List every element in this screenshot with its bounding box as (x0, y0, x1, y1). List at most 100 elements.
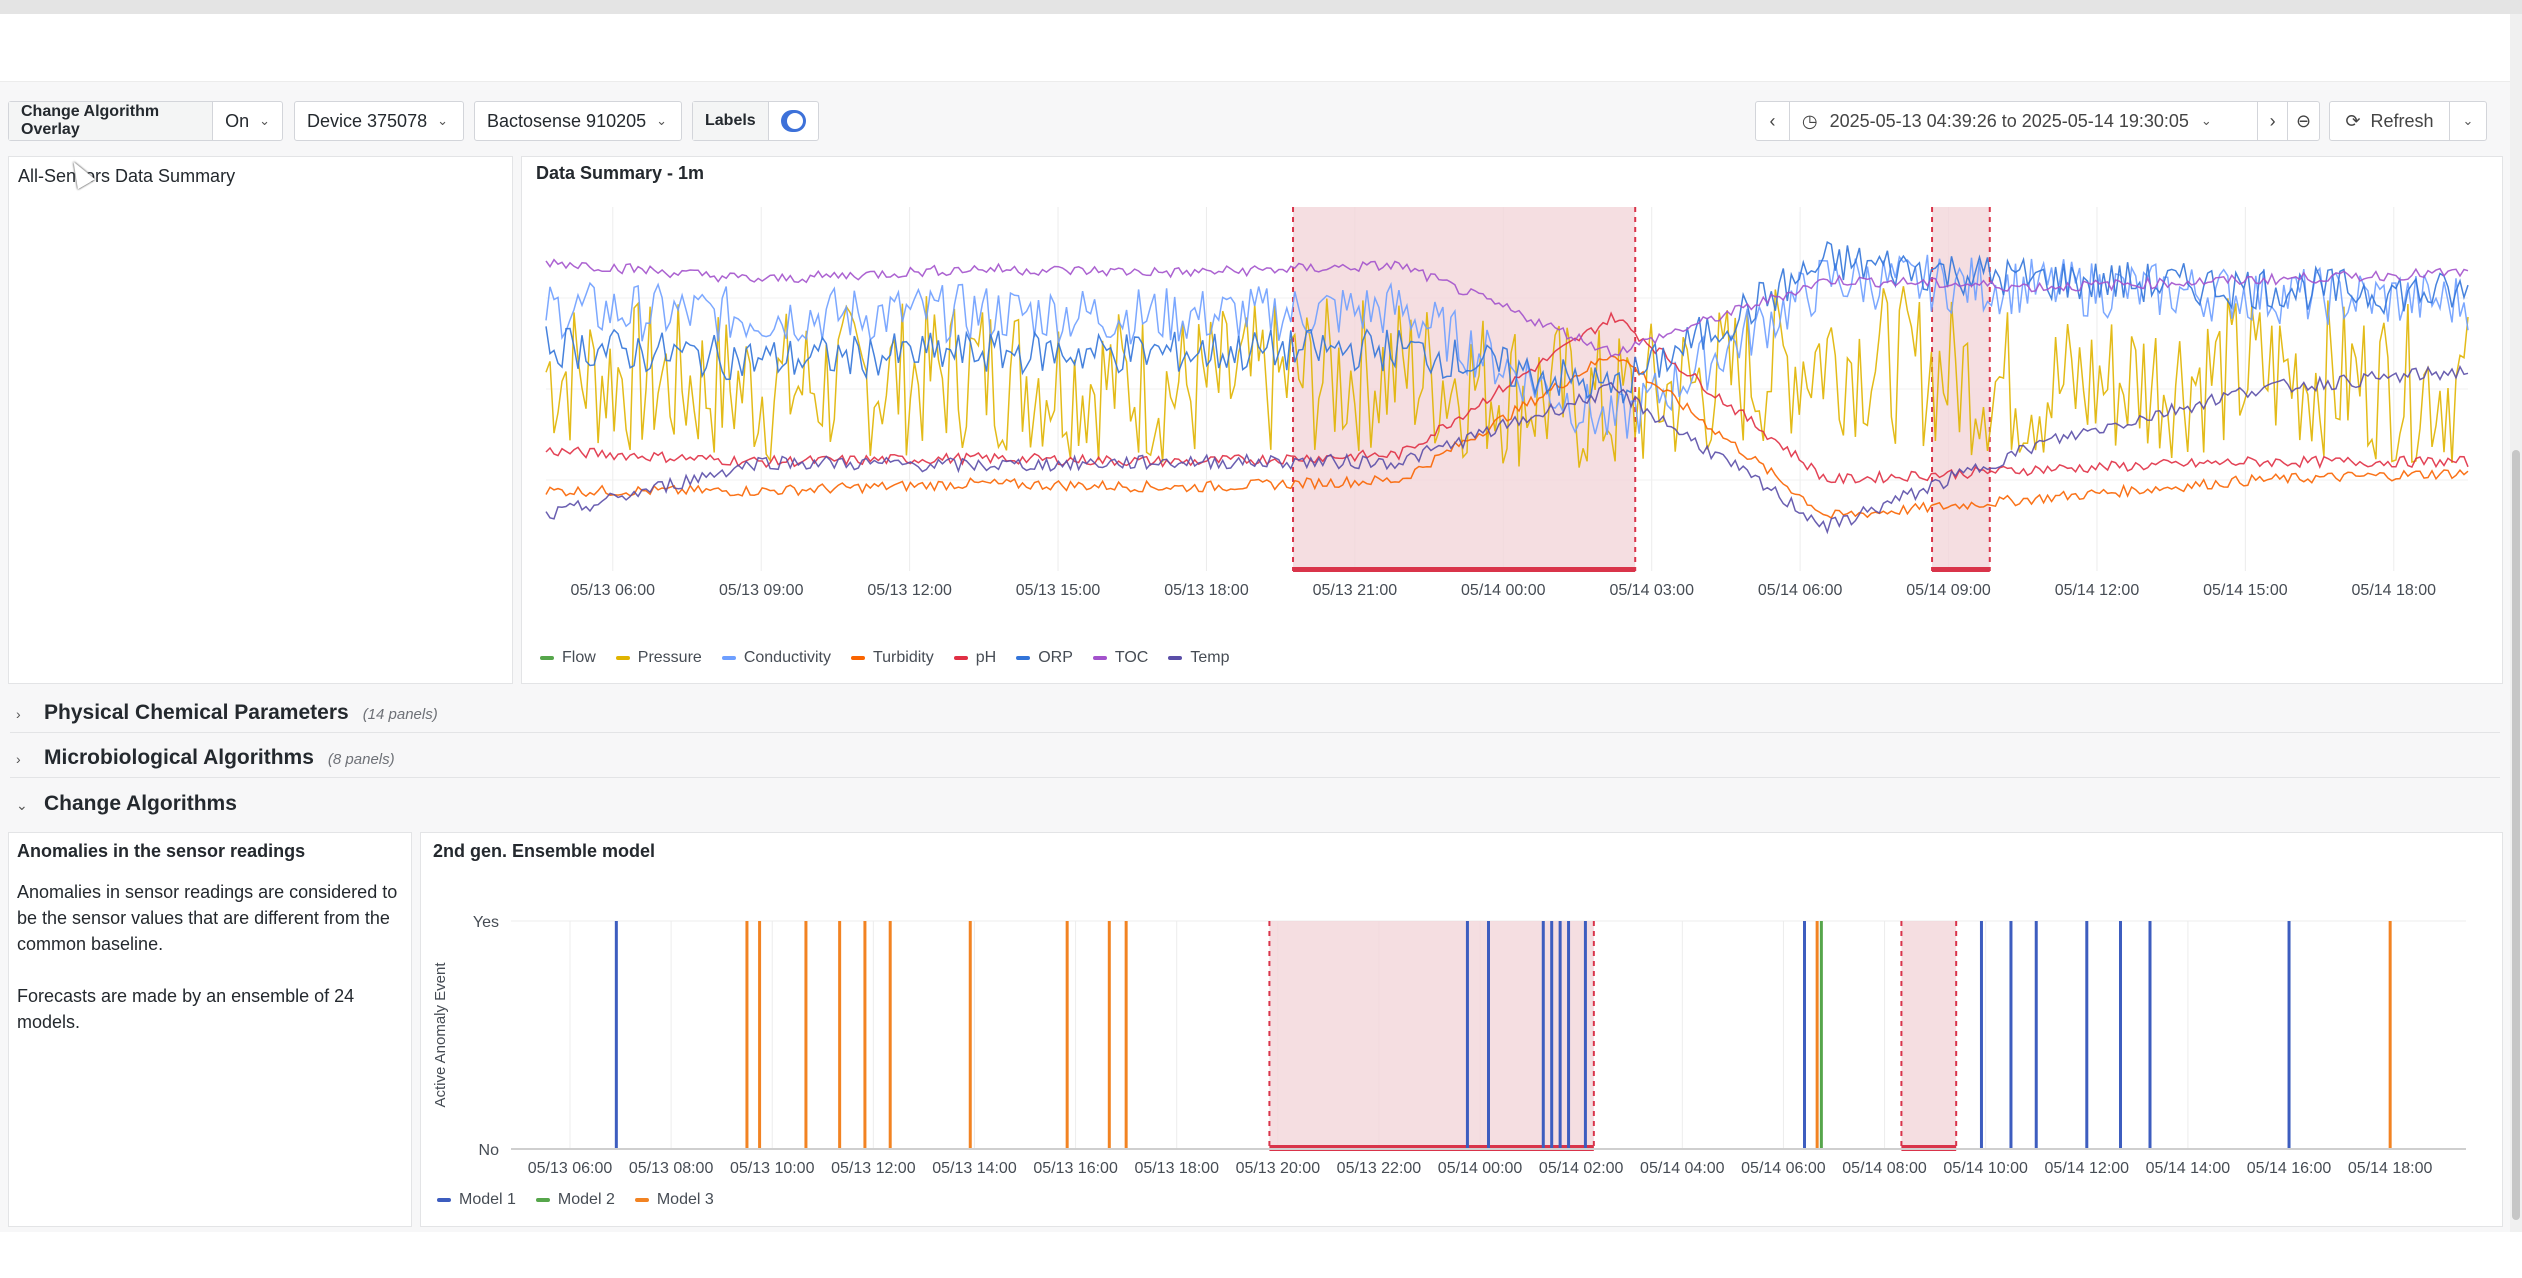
clock-icon: ◷ (1801, 110, 1818, 131)
chevron-down-icon: ⌄ (437, 113, 448, 128)
legend-label: Model 1 (459, 1191, 516, 1208)
legend-ph[interactable]: pH (953, 649, 997, 667)
legend-model-3[interactable]: Model 3 (634, 1191, 714, 1209)
section-count: (8 panels) (327, 751, 395, 768)
x-tick-label: 05/14 06:00 (1758, 582, 1843, 599)
anomaly-event-model-3 (838, 921, 842, 1149)
ensemble-chart-panel: 2nd gen. Ensemble model Active Anomaly E… (420, 832, 2503, 1227)
x-tick-label: 05/13 16:00 (1033, 1160, 1118, 1177)
x-tick-label: 05/14 06:00 (1741, 1160, 1826, 1177)
ensemble-chart[interactable]: Active Anomaly Event Yes No 05/13 06:00 05/1… (421, 873, 2504, 1193)
x-tick-label: 05/13 22:00 (1337, 1160, 1422, 1177)
legend-conductivity[interactable]: Conductivity (721, 649, 831, 667)
refresh-button[interactable]: ⟳ Refresh (2330, 102, 2450, 140)
legend-model-1[interactable]: Model 1 (437, 1191, 516, 1209)
legend-swatch (953, 656, 968, 660)
top-strip (0, 0, 2522, 14)
anomaly-event-model-1 (1541, 921, 1545, 1149)
anomaly-description: Anomalies in sensor readings are conside… (17, 882, 398, 954)
x-tick-label: 05/13 12:00 (867, 582, 952, 599)
ensemble-chart-title: 2nd gen. Ensemble model (433, 841, 656, 861)
x-tick-label: 05/14 08:00 (1842, 1160, 1927, 1177)
series-line-temp (545, 364, 2469, 535)
legend-swatch (1016, 656, 1031, 660)
chevron-right-icon: › (16, 751, 21, 767)
series-line-turbidity (545, 355, 2469, 519)
section-count: (14 panels) (362, 706, 438, 723)
legend-label: ORP (1038, 649, 1073, 666)
anomaly-overlay (1269, 921, 1594, 1149)
x-tick-label: 05/13 18:00 (1134, 1160, 1219, 1177)
sensor-value-text: Bactosense 910205 (487, 110, 647, 131)
anomaly-event-model-1 (2287, 921, 2291, 1149)
legend-swatch (437, 1198, 451, 1202)
summary-chart[interactable]: 05/13 06:00 05/13 09:00 05/13 12:00 05/13 1… (522, 201, 2504, 641)
section-microbiological[interactable]: › Microbiological Algorithms (8 panels) (16, 746, 395, 770)
legend-model-2[interactable]: Model 2 (535, 1191, 615, 1209)
anomaly-event-model-1 (2085, 921, 2089, 1149)
labels-toggle[interactable] (780, 110, 806, 132)
summary-side-title: All-Sensors Data Summary (18, 166, 236, 186)
header-bar (0, 14, 2510, 82)
legend-temp[interactable]: Temp (1168, 649, 1229, 667)
anomaly-event-model-1 (1583, 921, 1587, 1149)
y-tick-label: No (479, 1142, 500, 1159)
legend-pressure[interactable]: Pressure (615, 649, 702, 667)
anomaly-overlay (1293, 207, 1636, 571)
legend-label: TOC (1114, 649, 1149, 666)
device-value[interactable]: Device 375078 ⌄ (295, 111, 460, 132)
anomaly-event-model-1 (1803, 921, 1807, 1149)
legend-orp[interactable]: ORP (1016, 649, 1073, 667)
legend-label: pH (975, 649, 997, 666)
time-back-button[interactable]: ‹ (1756, 102, 1790, 140)
legend-turbidity[interactable]: Turbidity (850, 649, 934, 667)
x-tick-label: 05/14 00:00 (1461, 582, 1546, 599)
refresh-interval-button[interactable]: ⌄ (2450, 102, 2486, 140)
x-tick-label: 05/13 06:00 (528, 1160, 613, 1177)
legend-swatch (850, 656, 865, 660)
legend-flow[interactable]: Flow (540, 649, 596, 667)
legend-swatch (721, 656, 736, 660)
anomaly-event-model-1 (614, 921, 618, 1149)
anomaly-forecast-note: Forecasts are made by an ensemble of 24 … (17, 986, 355, 1032)
legend-swatch (540, 656, 554, 660)
chevron-right-icon: › (16, 706, 21, 722)
sensor-select[interactable]: Bactosense 910205 ⌄ (474, 101, 682, 141)
legend-label: Turbidity (872, 649, 934, 666)
y-tick-label: Yes (473, 914, 499, 931)
x-tick-label: 05/14 14:00 (2146, 1160, 2231, 1177)
sensor-value[interactable]: Bactosense 910205 ⌄ (475, 111, 679, 132)
anomaly-event-model-1 (1558, 921, 1562, 1149)
x-tick-label: 05/13 15:00 (1016, 582, 1101, 599)
labels-label: Labels (693, 102, 769, 140)
anomaly-event-model-3 (1815, 921, 1819, 1149)
time-forward-button[interactable]: › (2258, 102, 2289, 140)
section-change-algorithms[interactable]: ⌄ Change Algorithms (16, 792, 237, 816)
time-range-group: ‹ ◷ 2025-05-13 04:39:26 to 2025-05-14 19… (1755, 101, 2320, 141)
anomaly-event-model-1 (2009, 921, 2013, 1149)
chevron-down-icon: ⌄ (2462, 113, 2474, 128)
legend-label: Model 2 (557, 1191, 615, 1208)
time-range-picker[interactable]: ◷ 2025-05-13 04:39:26 to 2025-05-14 19:3… (1790, 102, 2259, 140)
legend-swatch (535, 1198, 550, 1202)
anomaly-event-model-3 (2388, 921, 2392, 1149)
chevron-down-icon: ⌄ (656, 113, 668, 128)
x-tick-label: 05/13 18:00 (1164, 582, 1249, 599)
legend-toc[interactable]: TOC (1092, 649, 1149, 667)
anomaly-event-model-3 (968, 921, 972, 1149)
x-tick-label: 05/14 03:00 (1609, 582, 1694, 599)
chevron-right-icon: › (2269, 110, 2276, 131)
divider (10, 777, 2500, 778)
scrollbar-thumb[interactable] (2512, 450, 2520, 1220)
legend-label: Pressure (637, 649, 702, 666)
section-name: Change Algorithms (44, 792, 237, 815)
anomaly-event-model-2 (1819, 921, 1823, 1149)
legend-label: Model 3 (656, 1191, 714, 1208)
section-physical-chemical[interactable]: › Physical Chemical Parameters (14 panel… (16, 701, 438, 725)
x-tick-label: 05/14 09:00 (1906, 582, 1991, 599)
overlay-value[interactable]: On ⌄ (213, 111, 282, 132)
overlay-select[interactable]: Change Algorithm Overlay On ⌄ (8, 101, 283, 141)
anomaly-event-model-3 (1065, 921, 1069, 1149)
device-select[interactable]: Device 375078 ⌄ (294, 101, 464, 141)
zoom-out-button[interactable]: ⊖ (2288, 102, 2319, 140)
